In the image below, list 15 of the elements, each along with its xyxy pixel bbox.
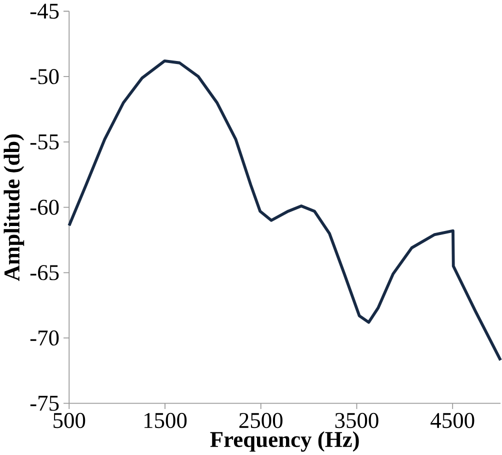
x-tick-label: 500 xyxy=(54,412,86,428)
y-tick-label: -45 xyxy=(30,4,59,19)
y-tick-label: -55 xyxy=(30,134,59,150)
x-tick-label: 2500 xyxy=(239,412,282,428)
y-tick-label: -75 xyxy=(30,396,59,411)
x-tick-label: 1500 xyxy=(144,412,187,428)
y-tick-label: -50 xyxy=(30,68,59,84)
y-tick-label: -60 xyxy=(30,199,59,215)
line-series xyxy=(68,59,502,362)
x-axis-title: Frequency (Hz) xyxy=(210,431,359,452)
y-tick-label: -65 xyxy=(30,264,59,280)
y-axis-title: Amplitude (db) xyxy=(4,134,24,281)
x-tick-label: 3500 xyxy=(335,412,378,428)
x-tick-label: 4500 xyxy=(430,412,474,428)
y-tick-label: -70 xyxy=(30,330,59,346)
